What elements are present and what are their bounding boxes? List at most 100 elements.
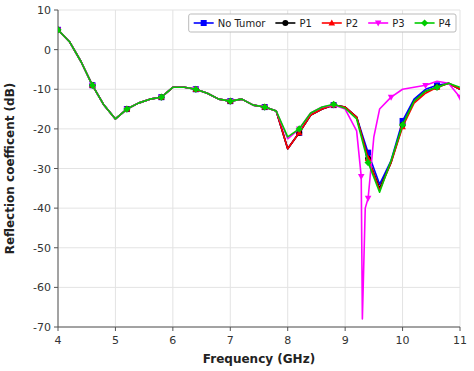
y-tick	[54, 208, 58, 209]
y-tick-label: 10	[37, 4, 51, 17]
legend-label: P4	[439, 18, 451, 29]
marker	[123, 105, 130, 112]
marker	[358, 174, 365, 180]
grid-line-y	[58, 247, 460, 248]
marker	[193, 86, 199, 92]
x-axis-label: Frequency (GHz)	[203, 352, 315, 366]
y-axis-label: Reflection coefficent (dB)	[3, 83, 17, 255]
x-tick-label: 6	[169, 334, 176, 347]
x-axis-line	[58, 327, 460, 328]
grid-line-y	[58, 327, 460, 328]
x-tick-label: 7	[227, 334, 234, 347]
marker	[433, 84, 440, 91]
page: {"chart_data": { "type": "line", "xlabel…	[0, 0, 474, 371]
y-tick	[54, 49, 58, 50]
grid-line-y	[58, 10, 460, 11]
x-tick	[287, 327, 288, 331]
marker	[388, 95, 395, 101]
legend-label: P2	[346, 18, 358, 29]
series	[58, 27, 460, 319]
marker	[375, 21, 382, 27]
y-tick	[54, 168, 58, 169]
marker	[192, 86, 199, 93]
legend-label: P3	[392, 18, 404, 29]
legend-label: No Tumor	[218, 18, 267, 29]
marker	[296, 125, 303, 132]
marker	[227, 98, 234, 105]
series	[58, 26, 460, 190]
y-tick	[54, 89, 58, 90]
chart: 4 5 6 7 8 9 10 11 -70 -60 -50 -40 -30 -20 -10 0 10 Freque…	[0, 0, 474, 371]
y-tick	[54, 247, 58, 248]
marker	[365, 159, 372, 166]
background	[0, 0, 474, 371]
legend-box	[189, 14, 456, 32]
x-tick-label: 11	[453, 334, 467, 347]
grid	[58, 10, 460, 327]
y-tick-label: -50	[33, 242, 51, 255]
marker	[421, 19, 428, 26]
legend-item: No Tumor	[194, 18, 267, 29]
grid-line-y	[58, 49, 460, 50]
grid-line-y	[58, 208, 460, 209]
marker	[89, 82, 96, 89]
marker	[201, 20, 207, 26]
legend: No Tumor P1 P2 P3 P4	[189, 14, 456, 32]
series	[58, 26, 460, 192]
legend-label: P1	[299, 18, 311, 29]
y-tick	[54, 327, 58, 328]
marker	[282, 20, 288, 26]
grid-line-y	[58, 287, 460, 288]
y-tick-label: -10	[33, 83, 51, 96]
marker	[193, 86, 199, 92]
marker	[262, 104, 268, 110]
marker	[365, 196, 372, 202]
axes: 4 5 6 7 8 9 10 11 -70 -60 -50 -40 -30 -20 -10 0 10	[33, 4, 467, 347]
marker	[227, 98, 233, 104]
grid-line-y	[58, 89, 460, 90]
series	[58, 27, 460, 188]
x-tick-label: 5	[112, 334, 119, 347]
series-line	[58, 30, 460, 190]
y-tick-label: -20	[33, 123, 51, 136]
y-tick	[54, 287, 58, 288]
y-tick-label: 0	[44, 44, 51, 57]
x-tick-label: 9	[342, 334, 349, 347]
y-tick	[54, 128, 58, 129]
x-tick	[402, 327, 403, 331]
marker	[158, 94, 165, 101]
series-line	[58, 30, 460, 189]
series-line	[58, 30, 460, 185]
x-tick	[115, 327, 116, 331]
x-tick	[172, 327, 173, 331]
x-tick	[460, 327, 461, 331]
y-tick	[54, 10, 58, 11]
marker	[422, 83, 429, 89]
marker	[58, 26, 62, 33]
x-tick-label: 4	[55, 334, 62, 347]
marker	[399, 121, 406, 128]
plot-area	[58, 26, 460, 319]
legend-item: P1	[275, 18, 311, 29]
marker	[330, 101, 337, 108]
x-tick	[58, 327, 59, 331]
series-line	[58, 30, 460, 192]
y-tick-label: -70	[33, 321, 51, 334]
x-tick-label: 8	[284, 334, 291, 347]
marker	[227, 98, 233, 104]
legend-item: P3	[368, 18, 404, 29]
marker	[457, 95, 460, 101]
x-tick	[230, 327, 231, 331]
y-tick-label: -30	[33, 163, 51, 176]
x-tick-label: 10	[396, 334, 410, 347]
marker	[262, 104, 268, 110]
y-tick-label: -60	[33, 281, 51, 294]
marker	[261, 103, 268, 110]
grid-line-y	[58, 168, 460, 169]
legend-item: P2	[322, 18, 358, 29]
legend-item: P4	[415, 18, 451, 29]
x-tick	[345, 327, 346, 331]
series-line	[58, 30, 460, 319]
marker	[328, 19, 335, 25]
y-tick-label: -40	[33, 202, 51, 215]
